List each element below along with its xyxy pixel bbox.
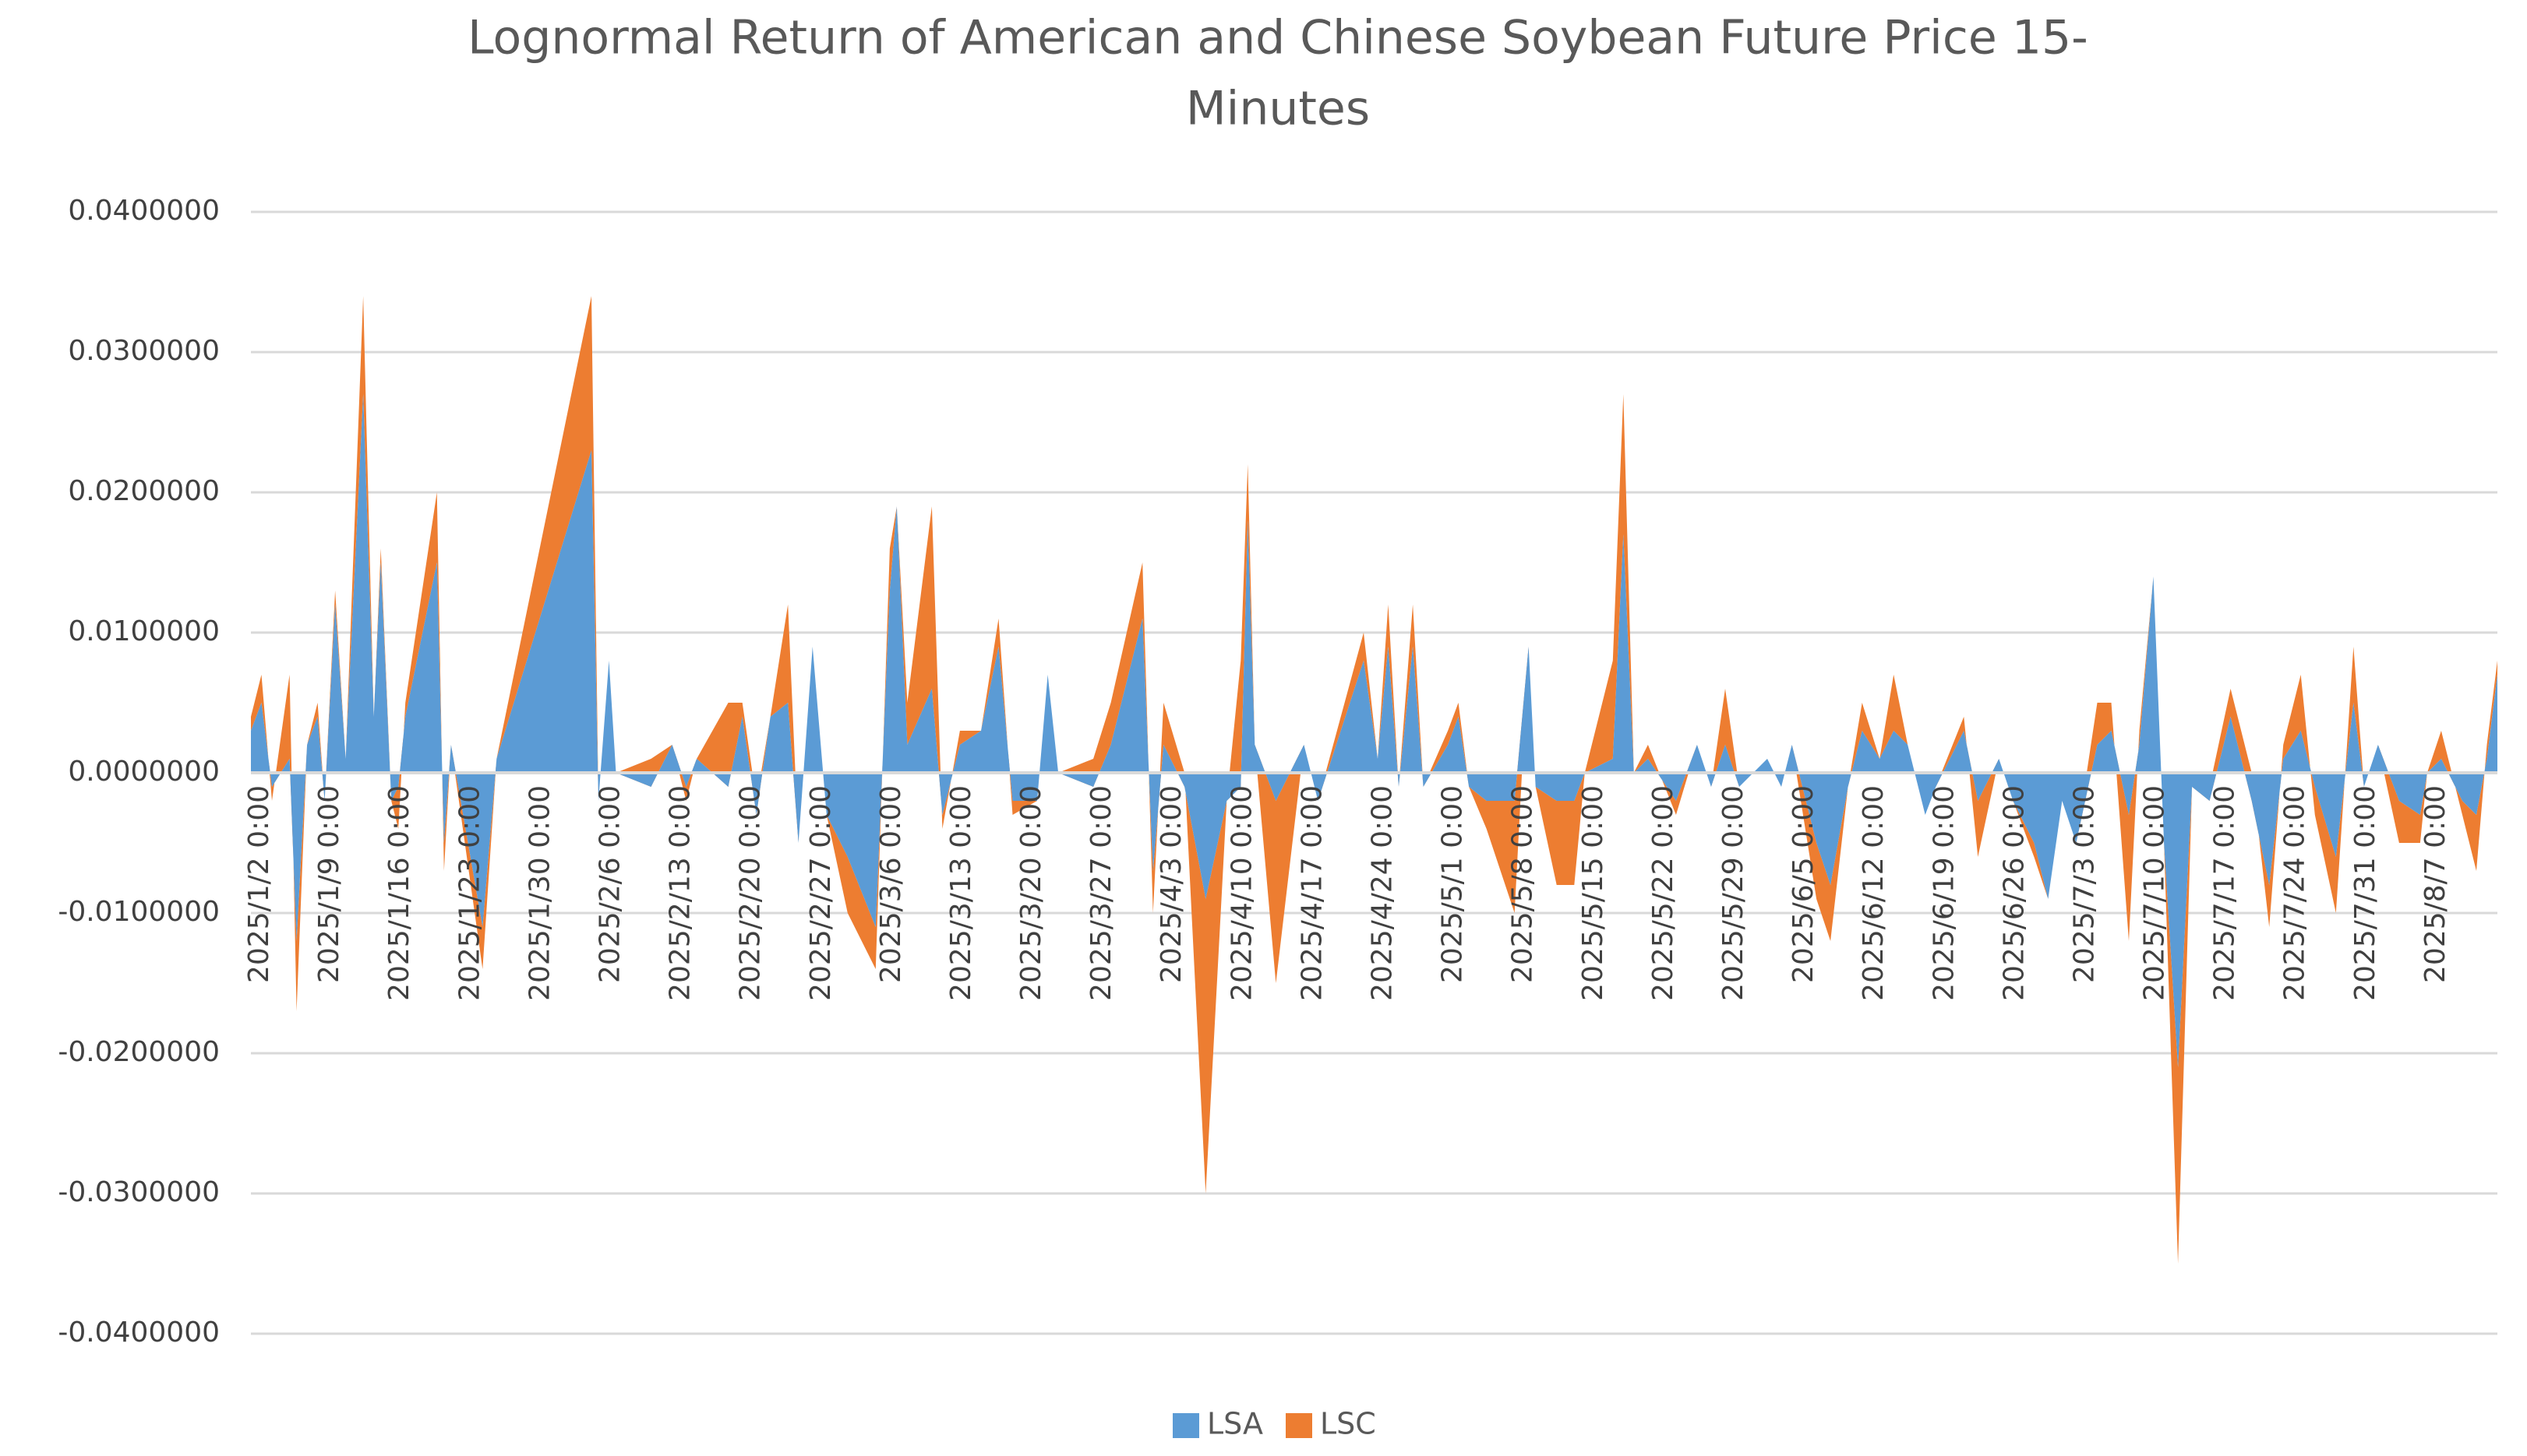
x-tick-label: 2025/1/2 0:00 bbox=[243, 785, 275, 983]
chart-title-line-2: Minutes bbox=[1186, 82, 1370, 136]
x-tick-label: 2025/7/31 0:00 bbox=[2349, 785, 2381, 1001]
x-tick-label: 2025/6/19 0:00 bbox=[1928, 785, 1960, 1001]
x-tick-label: 2025/5/15 0:00 bbox=[1577, 785, 1609, 1001]
y-tick-label: -0.0400000 bbox=[58, 1317, 220, 1348]
x-tick-label: 2025/1/30 0:00 bbox=[524, 785, 556, 1001]
x-tick-label: 2025/7/10 0:00 bbox=[2139, 785, 2171, 1001]
chart-title-line-1: Lognormal Return of American and Chinese… bbox=[468, 11, 2088, 65]
x-tick-label: 2025/1/16 0:00 bbox=[383, 785, 415, 1001]
legend-swatch-lsa bbox=[1173, 1413, 1199, 1438]
x-tick-label: 2025/3/6 0:00 bbox=[875, 785, 907, 983]
y-tick-label: -0.0100000 bbox=[58, 896, 220, 928]
x-tick-label: 2025/4/3 0:00 bbox=[1156, 785, 1188, 983]
x-tick-label: 2025/1/23 0:00 bbox=[454, 785, 485, 1001]
chart-title: Lognormal Return of American and Chinese… bbox=[468, 11, 2088, 136]
x-tick-label: 2025/5/1 0:00 bbox=[1437, 785, 1469, 983]
x-tick-label: 2025/8/7 0:00 bbox=[2419, 785, 2451, 983]
y-axis-tick-labels: 0.0400000 0.0300000 0.0200000 0.0100000 0.00… bbox=[58, 195, 220, 1348]
x-tick-label: 2025/3/27 0:00 bbox=[1085, 785, 1117, 1001]
gridlines bbox=[251, 210, 2497, 1335]
x-tick-label: 2025/6/5 0:00 bbox=[1788, 785, 1819, 983]
x-axis-tick-labels: 2025/1/2 0:00 2025/1/9 0:00 2025/1/16 0:00… bbox=[243, 785, 2451, 1001]
x-tick-label: 2025/4/17 0:00 bbox=[1296, 785, 1328, 1001]
x-tick-label: 2025/4/24 0:00 bbox=[1367, 785, 1399, 1001]
x-tick-label: 2025/4/10 0:00 bbox=[1226, 785, 1258, 1001]
x-tick-label: 2025/1/9 0:00 bbox=[313, 785, 345, 983]
y-tick-label: -0.0300000 bbox=[58, 1176, 220, 1208]
y-tick-label: 0.0200000 bbox=[68, 475, 220, 507]
x-tick-label: 2025/5/22 0:00 bbox=[1647, 785, 1679, 1001]
x-tick-label: 2025/3/20 0:00 bbox=[1015, 785, 1047, 1001]
y-tick-label: 0.0300000 bbox=[68, 335, 220, 367]
legend-swatch-lsc bbox=[1286, 1413, 1312, 1438]
x-tick-label: 2025/2/6 0:00 bbox=[594, 785, 626, 983]
legend-label-lsc: LSC bbox=[1320, 1407, 1376, 1441]
x-tick-label: 2025/6/12 0:00 bbox=[1858, 785, 1890, 1001]
x-tick-label: 2025/5/29 0:00 bbox=[1717, 785, 1749, 1001]
x-tick-label: 2025/7/24 0:00 bbox=[2279, 785, 2311, 1001]
y-tick-label: 0.0100000 bbox=[68, 615, 220, 647]
x-tick-label: 2025/3/13 0:00 bbox=[945, 785, 977, 1001]
x-tick-label: 2025/7/17 0:00 bbox=[2209, 785, 2241, 1001]
x-tick-label: 2025/5/8 0:00 bbox=[1507, 785, 1539, 983]
x-tick-label: 2025/7/3 0:00 bbox=[2068, 785, 2100, 983]
y-tick-label: 0.0400000 bbox=[68, 195, 220, 227]
y-tick-label: 0.0000000 bbox=[68, 756, 220, 788]
y-tick-label: -0.0200000 bbox=[58, 1036, 220, 1068]
x-tick-label: 2025/6/26 0:00 bbox=[1998, 785, 2030, 1001]
legend: LSA LSC bbox=[1173, 1407, 1376, 1441]
x-tick-label: 2025/2/13 0:00 bbox=[665, 785, 697, 1001]
legend-label-lsa: LSA bbox=[1207, 1407, 1263, 1441]
x-tick-label: 2025/2/27 0:00 bbox=[805, 785, 837, 1001]
x-tick-label: 2025/2/20 0:00 bbox=[735, 785, 767, 1001]
